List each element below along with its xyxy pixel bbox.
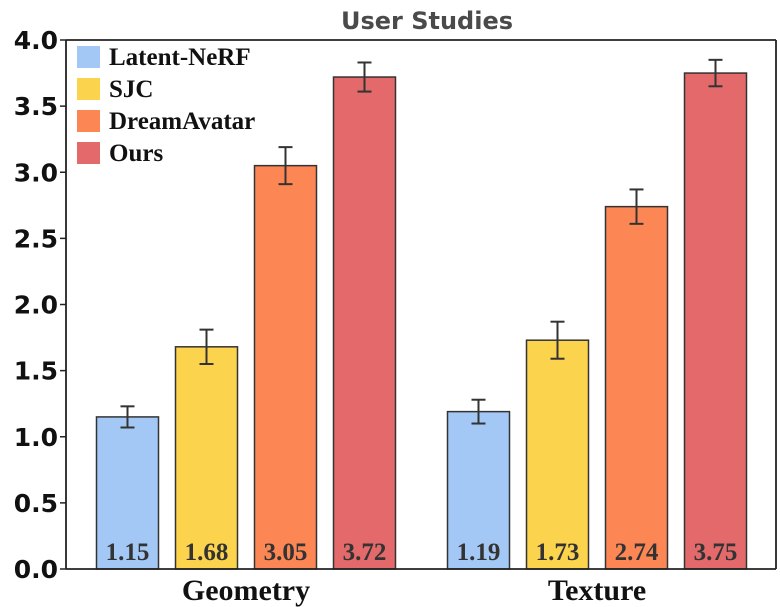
legend-swatch-dreamavatar: [77, 110, 100, 132]
legend: Latent-NeRF SJC DreamAvatar Ours: [77, 44, 255, 167]
legend-swatch-latent-nerf: [77, 46, 100, 68]
bar-ours-geometry: [332, 76, 397, 570]
bar-sjc-texture: [525, 339, 590, 570]
data-label: 1.73: [536, 539, 580, 566]
y-tick-label: 4.0: [14, 26, 58, 55]
legend-label: Ours: [109, 140, 163, 167]
y-tick-label: 3.0: [14, 158, 58, 187]
y-tick-label: 2.5: [14, 224, 58, 253]
legend-swatch-sjc: [77, 78, 100, 100]
legend-label: SJC: [109, 76, 153, 103]
data-label: 3.75: [694, 539, 738, 566]
bar-dreamavatar-geometry: [253, 164, 318, 570]
y-tick-label: 2.0: [14, 291, 58, 320]
legend-label: Latent-NeRF: [109, 44, 251, 71]
y-tick-label: 0.5: [14, 489, 58, 518]
y-tick-label: 1.5: [14, 357, 58, 386]
bar-dreamavatar-texture: [604, 205, 669, 570]
bar-sjc-geometry: [174, 346, 239, 570]
y-tick-label: 3.5: [14, 92, 58, 121]
bars-group: 1.15 1.68 3.05 3.72 1.19 1.73 2.74 3.75: [95, 58, 748, 570]
bar-ours-texture: [683, 72, 748, 570]
data-label: 1.68: [185, 539, 229, 566]
data-label: 2.74: [615, 539, 659, 566]
y-tick-label: 0.0: [14, 555, 58, 584]
data-label: 3.72: [343, 539, 387, 566]
legend-label: DreamAvatar: [109, 108, 255, 135]
x-tick-label: Texture: [548, 574, 646, 607]
x-tick-label: Geometry: [182, 574, 310, 607]
y-tick-label: 1.0: [14, 423, 58, 452]
legend-swatch-ours: [77, 142, 100, 164]
data-label: 3.05: [264, 539, 308, 566]
data-label: 1.15: [106, 539, 150, 566]
chart-title: User Studies: [341, 7, 513, 35]
data-label: 1.19: [457, 539, 501, 566]
axes-group: 0.0 0.5 1.0 1.5 2.0 2.5 3.0 3.5 4.0 Geometry Textu…: [14, 26, 777, 607]
bar-latent-nerf-geometry: [95, 416, 160, 570]
